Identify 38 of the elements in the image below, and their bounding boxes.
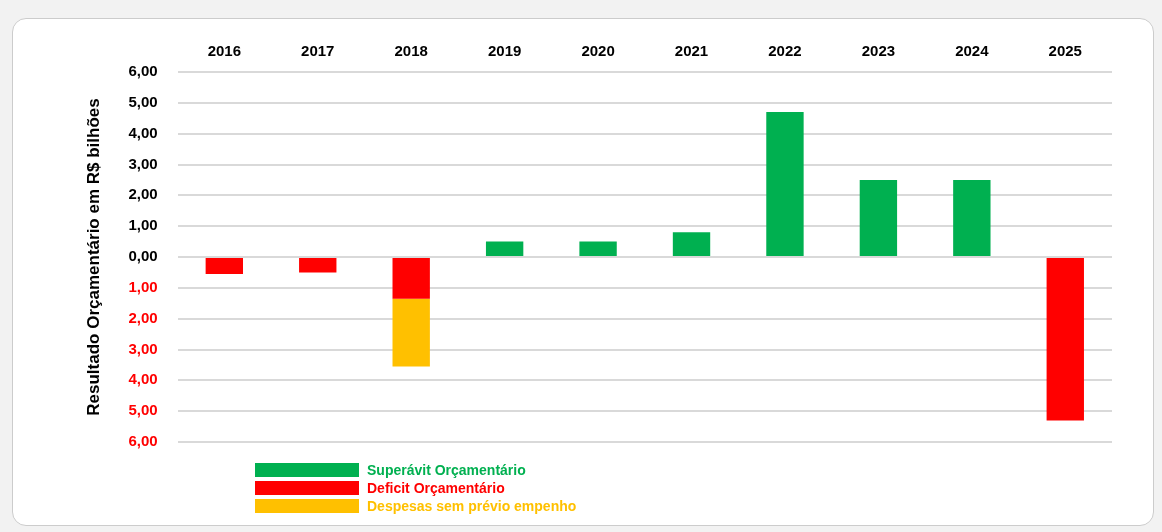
x-tick-label: 2020 bbox=[581, 42, 615, 60]
y-tick-label: 3,00 bbox=[128, 339, 158, 357]
bar bbox=[392, 298, 430, 367]
y-tick-label: 2,00 bbox=[128, 308, 158, 326]
y-tick-label: 1,00 bbox=[128, 277, 158, 295]
x-tick-label: 2024 bbox=[955, 42, 990, 60]
bar bbox=[205, 258, 243, 274]
y-tick-label: 0,00 bbox=[128, 247, 158, 265]
bar bbox=[672, 232, 711, 256]
y-tick-label: 6,00 bbox=[128, 432, 158, 450]
y-tick-label: 5,00 bbox=[128, 401, 158, 419]
text: Deficit Orçamentário bbox=[367, 480, 505, 496]
bar bbox=[766, 112, 804, 256]
y-tick-label: 3,00 bbox=[128, 154, 158, 172]
x-tick-label: 2025 bbox=[1048, 42, 1082, 60]
y-axis-title: Resultado Orçamentário em R$ bilhões bbox=[83, 98, 103, 416]
x-tick-label: 2022 bbox=[768, 42, 802, 60]
x-tick-label: 2019 bbox=[487, 42, 522, 60]
y-tick-label: 5,00 bbox=[128, 92, 158, 110]
x-tick-label: 2021 bbox=[674, 42, 709, 60]
y-tick-label: 4,00 bbox=[128, 370, 158, 388]
x-tick-label: 2023 bbox=[861, 42, 896, 60]
text: Superávit Orçamentário bbox=[367, 462, 526, 478]
x-tick-label: 2016 bbox=[207, 42, 241, 60]
y-tick-label: 1,00 bbox=[128, 216, 158, 234]
x-tick-label: 2018 bbox=[394, 42, 428, 60]
bar bbox=[1046, 258, 1084, 421]
y-tick-label: 6,00 bbox=[128, 62, 158, 80]
bar bbox=[859, 179, 898, 256]
bar bbox=[579, 241, 617, 256]
bar bbox=[485, 241, 524, 256]
bar bbox=[953, 179, 991, 256]
bar bbox=[299, 258, 337, 273]
y-tick-label: 2,00 bbox=[128, 185, 158, 203]
y-tick-label: 4,00 bbox=[128, 123, 158, 141]
text: Despesas sem prévio empenho bbox=[367, 498, 577, 514]
bar bbox=[392, 258, 430, 299]
x-tick-label: 2017 bbox=[301, 42, 335, 60]
